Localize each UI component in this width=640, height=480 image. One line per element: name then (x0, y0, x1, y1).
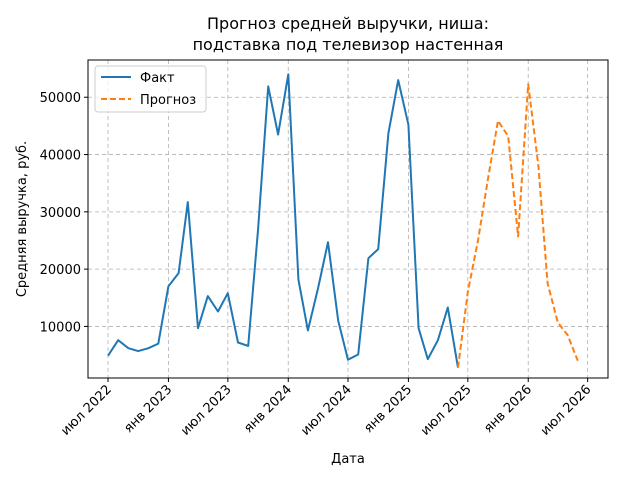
legend-label-forecast: Прогноз (140, 93, 196, 108)
data-point (277, 133, 279, 135)
data-point (327, 241, 329, 243)
series-layer (107, 73, 579, 368)
data-point (418, 327, 420, 329)
data-point (507, 135, 509, 137)
data-point (497, 120, 499, 122)
data-point (297, 278, 299, 280)
chart-title-line-2: подставка под телевизор настенная (193, 35, 504, 54)
series-line-forecast (457, 83, 579, 368)
series-line-fact (107, 73, 459, 368)
data-point (197, 327, 199, 329)
data-point (387, 132, 389, 134)
data-point (257, 228, 259, 230)
data-point (577, 360, 579, 362)
data-point (477, 239, 479, 241)
data-point (487, 176, 489, 178)
data-point (207, 295, 209, 297)
chart-title-line-1: Прогноз средней выручки, ниша: (207, 14, 489, 33)
data-point (407, 124, 409, 126)
legend-label-fact: Факт (140, 71, 175, 86)
data-point (457, 367, 459, 369)
data-point (107, 355, 109, 357)
data-point (137, 350, 139, 352)
y-axis-label: Средняя выручка, руб. (15, 141, 30, 297)
data-point (127, 347, 129, 349)
data-point (317, 287, 319, 289)
data-point (437, 339, 439, 341)
data-point (157, 343, 159, 345)
data-point (397, 79, 399, 81)
legend: Факт Прогноз (94, 65, 207, 113)
data-point (147, 347, 149, 349)
data-point (267, 85, 269, 87)
data-point (447, 307, 449, 309)
y-tick-label: 40000 (40, 149, 81, 164)
data-point (187, 201, 189, 203)
data-point (517, 235, 519, 237)
data-point (567, 334, 569, 336)
data-point (367, 257, 369, 259)
data-point (547, 282, 549, 284)
data-point (357, 354, 359, 356)
data-point (167, 285, 169, 287)
data-point (237, 341, 239, 343)
data-point (117, 339, 119, 341)
data-point (337, 320, 339, 322)
data-point (537, 165, 539, 167)
y-tick-label: 10000 (40, 320, 81, 335)
y-tick-label: 20000 (40, 263, 81, 278)
data-point (427, 358, 429, 360)
data-point (287, 73, 289, 75)
data-point (527, 83, 529, 85)
data-point (377, 248, 379, 250)
data-point (178, 272, 180, 274)
y-tick-label: 30000 (40, 206, 81, 221)
data-point (247, 345, 249, 347)
x-axis-label: Дата (331, 452, 365, 467)
data-point (347, 359, 349, 361)
y-tick-label: 50000 (40, 91, 81, 106)
data-point (307, 329, 309, 331)
y-axis: 10000 20000 30000 40000 50000 (40, 91, 88, 335)
data-point (227, 292, 229, 294)
data-point (467, 291, 469, 293)
data-point (217, 311, 219, 313)
data-point (557, 321, 559, 323)
